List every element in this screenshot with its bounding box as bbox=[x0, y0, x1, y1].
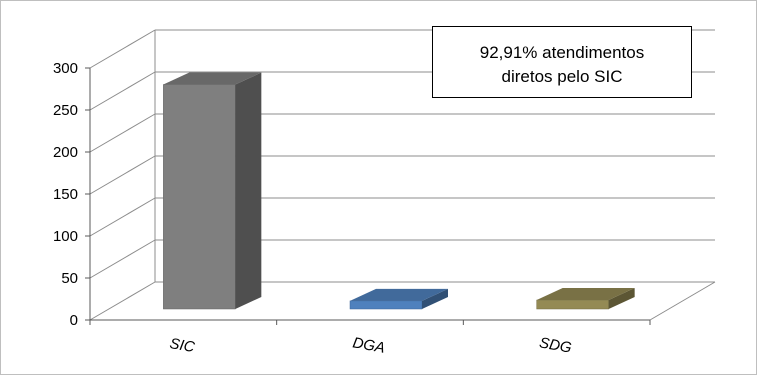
floor-edge bbox=[649, 281, 716, 321]
side-gridline bbox=[89, 113, 156, 153]
bar-top-sdg bbox=[536, 288, 635, 301]
y-tick-label: 250 bbox=[53, 102, 78, 119]
bar-dga bbox=[349, 300, 423, 310]
x-tick-label: DGA bbox=[351, 334, 386, 356]
bar-top-sic bbox=[163, 72, 262, 85]
side-gridline bbox=[89, 71, 156, 111]
y-tick-label: 0 bbox=[70, 312, 78, 329]
y-tick-label: 100 bbox=[53, 228, 78, 245]
y-tick-label: 300 bbox=[53, 60, 78, 77]
annotation-box: 92,91% atendimentos diretos pelo SIC bbox=[432, 26, 692, 98]
y-tick-label: 50 bbox=[61, 270, 78, 287]
bar-side-dga bbox=[422, 288, 448, 309]
bar-sic bbox=[163, 84, 236, 310]
side-gridline bbox=[89, 155, 156, 195]
bar-side-sdg bbox=[608, 288, 635, 309]
x-tick-label: SIC bbox=[168, 335, 196, 356]
side-gridline bbox=[89, 197, 156, 237]
x-tick-label: SDG bbox=[538, 334, 573, 356]
side-gridline bbox=[89, 29, 156, 69]
bar-top-dga bbox=[350, 288, 448, 301]
annotation-line-2: diretos pelo SIC bbox=[501, 67, 623, 86]
y-tick-label: 150 bbox=[53, 186, 78, 203]
annotation-line-1: 92,91% atendimentos bbox=[479, 43, 645, 62]
bar-side-sic bbox=[235, 72, 262, 310]
side-gridline bbox=[89, 239, 156, 279]
bar-sdg bbox=[536, 299, 609, 310]
y-tick-label: 200 bbox=[53, 144, 78, 161]
side-gridline bbox=[89, 281, 156, 321]
